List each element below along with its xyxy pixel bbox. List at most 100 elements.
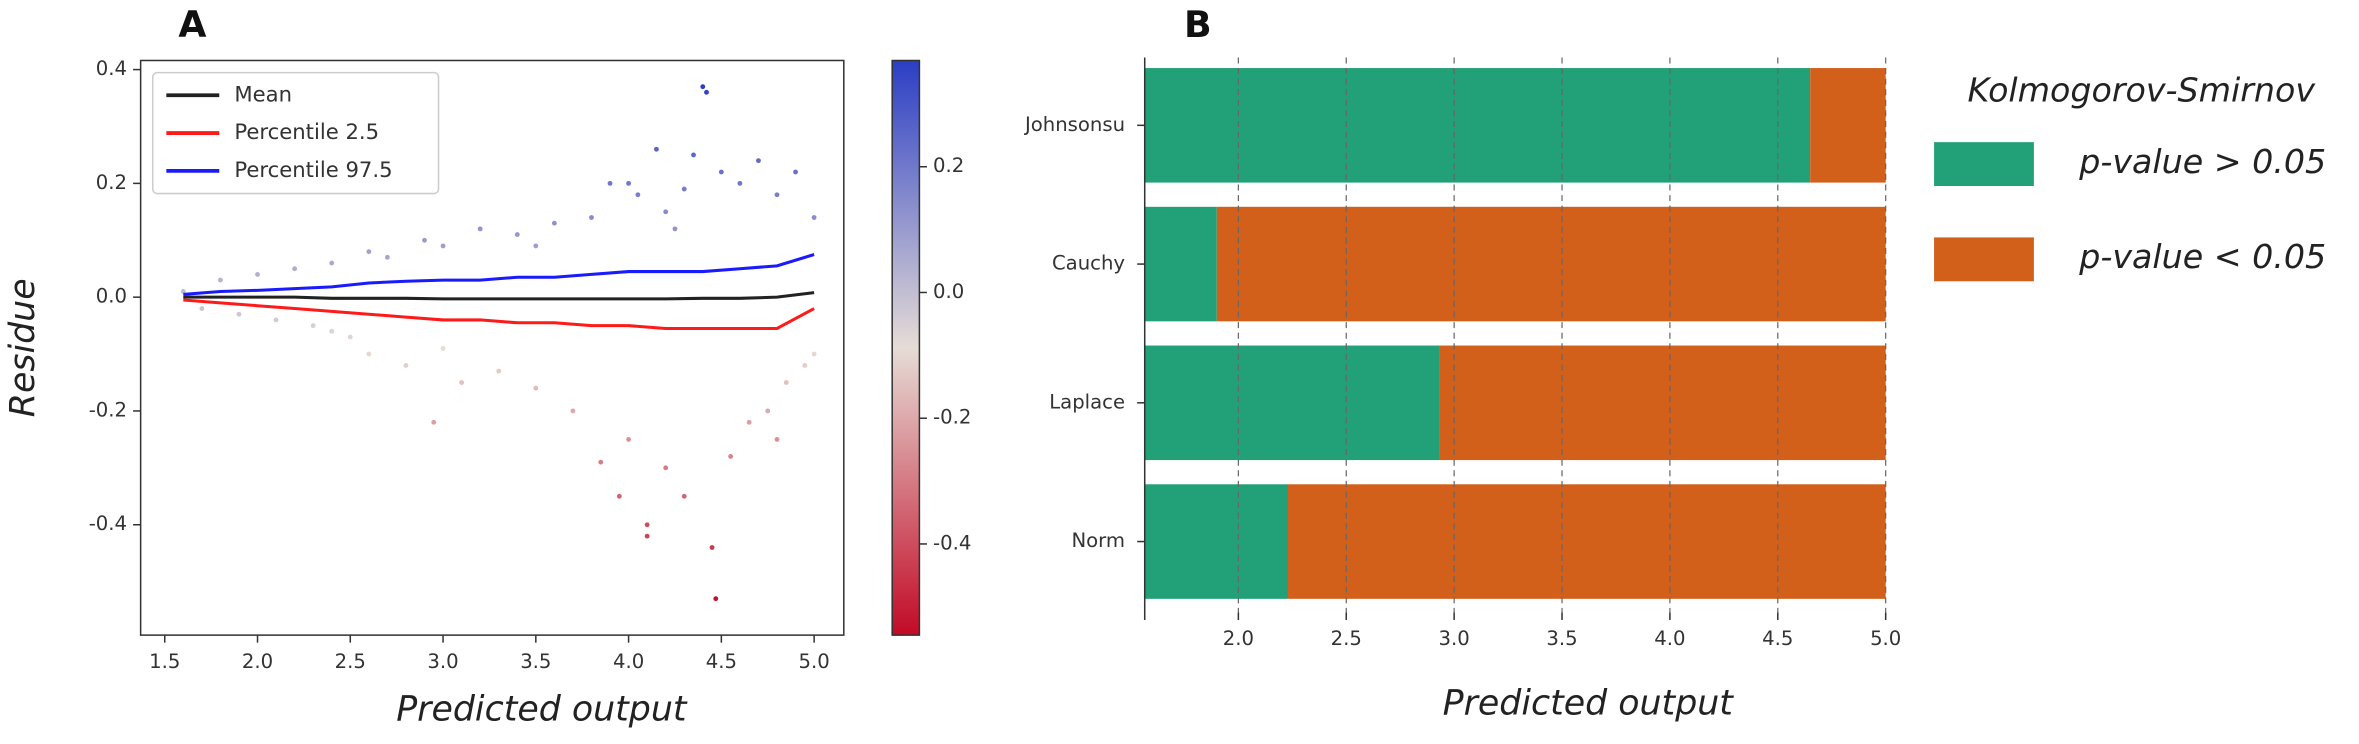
colorbar-tick-label: 0.0 <box>933 280 964 303</box>
scatter-point <box>704 89 709 95</box>
scatter-point <box>811 215 817 220</box>
bar <box>1144 68 1811 183</box>
scatter-point <box>366 249 372 255</box>
scatter-point <box>709 545 715 550</box>
scatter-point <box>793 169 798 175</box>
x-tick-label: 2.5 <box>1331 627 1362 650</box>
scatter-point <box>811 351 817 357</box>
bar <box>1287 484 1886 599</box>
scatter-point <box>713 596 719 602</box>
bar <box>1216 206 1886 322</box>
y-tick-label: Cauchy <box>1052 252 1125 275</box>
plot-frame <box>139 59 845 636</box>
y-tick-label: 0.4 <box>96 57 127 80</box>
legend-swatch <box>1934 237 2034 282</box>
scatter-point <box>626 180 631 186</box>
x-tick-label: 4.0 <box>1654 627 1685 650</box>
scatter-point <box>366 351 372 357</box>
scatter-point <box>310 323 316 329</box>
line-series <box>183 291 815 301</box>
scatter-point <box>783 380 789 385</box>
scatter-point <box>403 363 409 368</box>
x-tick-label: 3.5 <box>520 650 551 673</box>
scatter-point <box>644 533 650 539</box>
scatter-point <box>691 152 696 158</box>
x-tick-label: 3.0 <box>1439 627 1470 650</box>
scatter-point <box>347 334 353 340</box>
colorbar-tick-label: -0.4 <box>933 531 971 554</box>
colorbar <box>891 59 921 636</box>
legend-swatch <box>1934 142 2034 187</box>
y-axis-label: Residue <box>3 278 43 417</box>
scatter-point <box>718 169 724 175</box>
scatter-point <box>440 243 446 249</box>
line-series <box>183 253 815 296</box>
scatter-point <box>514 232 520 238</box>
legend-label: Percentile 97.5 <box>234 157 392 182</box>
scatter-point <box>217 277 223 283</box>
scatter-point <box>329 328 335 334</box>
scatter-point <box>459 380 465 385</box>
y-tick-label: 0.2 <box>96 171 127 194</box>
scatter-point <box>570 408 576 414</box>
scatter-point <box>533 243 539 249</box>
colorbar-tick-label: 0.2 <box>933 154 964 177</box>
scatter-point <box>551 220 557 226</box>
line-series <box>183 298 815 330</box>
scatter-point <box>756 158 761 164</box>
x-tick-label: 3.5 <box>1546 627 1577 650</box>
x-tick-label: 2.0 <box>1223 627 1254 650</box>
scatter-point <box>616 493 622 499</box>
y-tick-label: Laplace <box>1049 390 1125 413</box>
bar <box>1144 484 1288 599</box>
scatter-point <box>292 266 298 272</box>
scatter-point <box>431 419 437 425</box>
scatter-point <box>384 254 390 260</box>
legend-label: p-value < 0.05 <box>2078 237 2326 276</box>
scatter-point <box>746 419 752 425</box>
scatter-point <box>644 522 650 528</box>
panel-label: B <box>1184 3 1212 46</box>
scatter-point <box>635 192 641 198</box>
scatter-point <box>607 180 613 186</box>
panel-label: A <box>178 3 206 46</box>
legend-label: Percentile 2.5 <box>234 119 379 144</box>
scatter-point <box>774 436 780 442</box>
y-tick-label: -0.4 <box>89 512 127 535</box>
scatter-point <box>180 289 186 294</box>
scatter-point <box>728 454 734 459</box>
bar <box>1810 68 1886 183</box>
scatter-point <box>422 237 427 243</box>
scatter-point <box>663 209 669 215</box>
scatter-point <box>598 459 604 465</box>
scatter-point <box>199 306 205 311</box>
x-tick-label: 4.5 <box>1762 627 1793 650</box>
scatter-point <box>533 385 539 391</box>
x-tick-label: 3.0 <box>427 650 458 673</box>
scatter-point <box>273 317 279 323</box>
scatter-point <box>672 226 678 232</box>
y-tick-label: -0.2 <box>89 398 127 421</box>
scatter-point <box>700 84 706 90</box>
x-tick-label: 1.5 <box>149 650 180 673</box>
scatter-point <box>255 271 260 277</box>
scatter-point <box>329 260 335 266</box>
scatter-point <box>626 436 631 442</box>
legend-box <box>151 71 440 195</box>
bar <box>1144 206 1217 322</box>
x-tick-label: 5.0 <box>798 650 829 673</box>
scatter-point <box>477 226 483 232</box>
scatter-point <box>663 465 669 471</box>
scatter-point <box>802 363 808 368</box>
scatter-point <box>681 493 687 499</box>
y-tick-label: Johnsonsu <box>1023 113 1125 136</box>
y-tick-label: Norm <box>1071 529 1125 552</box>
y-tick-label: 0.0 <box>96 285 127 308</box>
scatter-point <box>765 408 771 414</box>
scatter-point <box>236 311 242 317</box>
bar <box>1144 345 1440 461</box>
x-axis-label: Predicted output <box>1443 684 1735 724</box>
scatter-point <box>737 180 743 186</box>
x-tick-label: 2.5 <box>335 650 366 673</box>
